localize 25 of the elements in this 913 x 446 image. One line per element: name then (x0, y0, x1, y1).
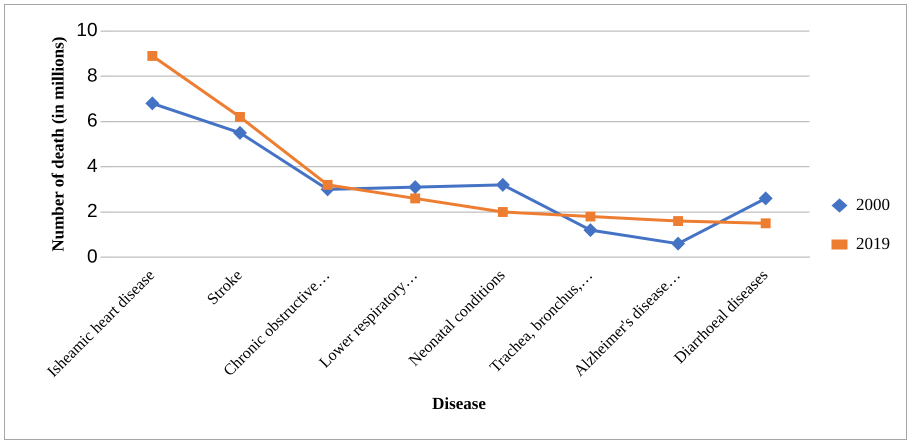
point (147, 50, 158, 61)
point (758, 191, 773, 206)
point (235, 112, 245, 122)
y-tick-label: 2 (86, 201, 98, 222)
y-tick-label: 8 (86, 65, 98, 86)
point (673, 216, 684, 226)
y-tick-label: 6 (86, 110, 98, 132)
point (498, 207, 508, 217)
point (232, 126, 247, 140)
y-tick-label: 0 (86, 246, 98, 268)
x-axis-title: Disease (432, 394, 486, 414)
point (586, 212, 596, 222)
legend-label: 2000 (856, 194, 890, 214)
point (671, 236, 686, 251)
point (496, 178, 510, 192)
y-tick-label: 4 (86, 156, 98, 177)
point (410, 193, 420, 204)
point (322, 180, 333, 190)
point (583, 223, 598, 238)
point (408, 180, 422, 194)
point (145, 96, 160, 110)
legend-label: 2019 (856, 234, 890, 253)
point (760, 218, 771, 228)
y-tick-label: 10 (76, 20, 98, 42)
y-axis-title: Number of death (in millions) (48, 36, 68, 252)
